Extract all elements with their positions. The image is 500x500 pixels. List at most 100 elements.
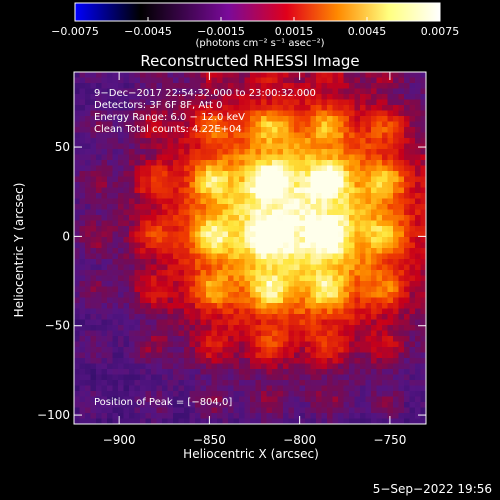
heatmap-cell <box>332 308 339 315</box>
heatmap-cell <box>338 237 344 243</box>
heatmap-cell <box>162 165 168 172</box>
heatmap-cell <box>112 176 119 183</box>
heatmap-cell <box>118 88 124 95</box>
heatmap-cell <box>398 187 405 194</box>
heatmap-cell <box>74 143 80 150</box>
colorbar-tick-label: 0.0075 <box>421 25 460 38</box>
heatmap-cell <box>283 209 289 216</box>
heatmap-cell <box>79 314 86 320</box>
heatmap-cell <box>184 198 190 205</box>
heatmap-cell <box>365 336 372 342</box>
heatmap-cell <box>420 165 427 172</box>
heatmap-cell <box>299 418 306 425</box>
heatmap-cell <box>189 325 196 331</box>
heatmap-cell <box>178 259 185 265</box>
heatmap-cell <box>294 171 300 177</box>
heatmap-cell <box>277 330 284 337</box>
heatmap-cell <box>343 347 350 353</box>
heatmap-cell <box>217 187 223 194</box>
heatmap-cell <box>96 198 102 205</box>
heatmap-cell <box>178 138 185 144</box>
heatmap-cell <box>316 215 322 221</box>
heatmap-cell <box>151 94 157 100</box>
heatmap-cell <box>415 149 421 155</box>
heatmap-cell <box>90 154 97 161</box>
heatmap-cell <box>404 270 410 276</box>
heatmap-cell <box>145 281 152 287</box>
heatmap-cell <box>387 308 394 315</box>
heatmap-cell <box>415 215 421 221</box>
heatmap-cell <box>387 231 394 238</box>
heatmap-cell <box>420 226 427 232</box>
heatmap-cell <box>156 193 163 199</box>
heatmap-cell <box>332 286 339 293</box>
colorbar-tick-label: 0.0045 <box>348 25 387 38</box>
heatmap-cell <box>85 385 91 392</box>
heatmap-cell <box>184 286 190 293</box>
heatmap-cell <box>129 231 135 238</box>
heatmap-cell <box>162 116 168 122</box>
heatmap-cell <box>277 209 284 216</box>
heatmap-cell <box>327 171 333 177</box>
heatmap-cell <box>261 143 267 150</box>
heatmap-cell <box>123 259 130 265</box>
heatmap-cell <box>338 253 344 260</box>
heatmap-cell <box>112 215 119 221</box>
heatmap-cell <box>145 330 152 337</box>
heatmap-cell <box>255 226 262 232</box>
heatmap-cell <box>85 198 91 205</box>
heatmap-cell <box>382 149 388 155</box>
heatmap-cell <box>189 77 196 84</box>
heatmap-cell <box>266 143 273 150</box>
heatmap-cell <box>134 281 141 287</box>
heatmap-cell <box>167 187 174 194</box>
heatmap-cell <box>393 149 399 155</box>
heatmap-cell <box>189 193 196 199</box>
heatmap-cell <box>365 259 372 265</box>
heatmap-cell <box>173 88 179 95</box>
heatmap-cell <box>206 83 212 89</box>
heatmap-cell <box>398 94 405 100</box>
heatmap-cell <box>404 402 410 408</box>
heatmap-cell <box>200 319 207 326</box>
heatmap-cell <box>393 116 399 122</box>
heatmap-cell <box>195 193 201 199</box>
heatmap-cell <box>74 187 80 194</box>
heatmap-cell <box>189 204 196 210</box>
heatmap-cell <box>277 363 284 370</box>
heatmap-cell <box>354 297 361 304</box>
heatmap-cell <box>415 77 421 84</box>
heatmap-cell <box>250 72 256 78</box>
heatmap-cell <box>404 110 410 117</box>
heatmap-cell <box>167 347 174 353</box>
heatmap-cell <box>343 286 350 293</box>
heatmap-cell <box>255 396 262 403</box>
heatmap-cell <box>343 418 350 425</box>
heatmap-cell <box>387 292 394 298</box>
heatmap-cell <box>112 193 119 199</box>
heatmap-cell <box>387 319 394 326</box>
heatmap-cell <box>206 308 212 315</box>
heatmap-cell <box>96 237 102 243</box>
heatmap-cell <box>409 231 416 238</box>
heatmap-cell <box>228 325 234 331</box>
heatmap-cell <box>321 83 328 89</box>
heatmap-cell <box>228 193 234 199</box>
heatmap-cell <box>200 165 207 172</box>
heatmap-cell <box>255 413 262 419</box>
heatmap-cell <box>156 352 163 359</box>
heatmap-cell <box>101 314 108 320</box>
heatmap-cell <box>123 127 130 133</box>
heatmap-cell <box>239 319 245 326</box>
heatmap-cell <box>299 143 306 150</box>
heatmap-cell <box>310 138 317 144</box>
heatmap-cell <box>123 319 130 326</box>
heatmap-cell <box>79 264 86 271</box>
heatmap-cell <box>178 325 185 331</box>
heatmap-cell <box>184 330 190 337</box>
heatmap-cell <box>96 352 102 359</box>
heatmap-cell <box>167 248 174 254</box>
heatmap-cell <box>129 385 135 392</box>
heatmap-cell <box>156 418 163 425</box>
heatmap-cell <box>178 264 185 271</box>
